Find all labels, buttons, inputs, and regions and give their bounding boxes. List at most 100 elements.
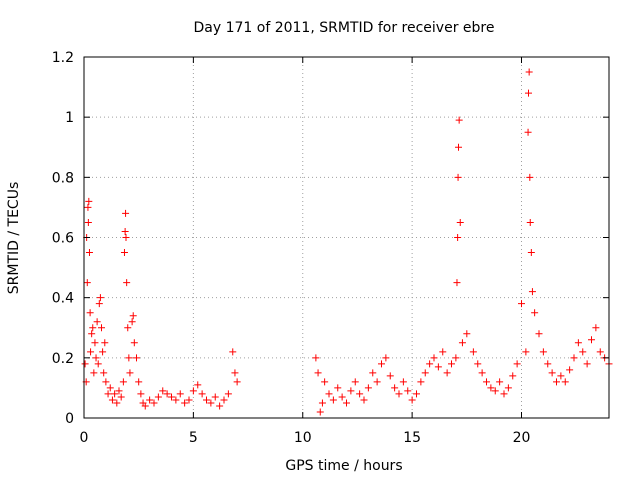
data-point (544, 360, 552, 368)
data-point (88, 330, 96, 338)
data-point (231, 369, 239, 377)
data-point (531, 309, 539, 317)
data-point (122, 234, 130, 241)
data-point (535, 330, 543, 338)
data-point (137, 390, 145, 398)
data-point (83, 279, 91, 287)
data-point (92, 354, 100, 362)
data-point (351, 378, 359, 386)
chart-title: Day 171 of 2011, SRMTID for receiver ebr… (194, 20, 495, 36)
data-point (220, 396, 228, 404)
data-point (159, 387, 167, 395)
data-point (85, 197, 93, 205)
data-point (95, 300, 103, 308)
data-point (128, 318, 136, 326)
data-point (518, 300, 525, 308)
data-point (146, 396, 154, 404)
data-point (592, 324, 600, 332)
data-point (216, 402, 224, 410)
data-point (135, 378, 143, 386)
x-axis-label: GPS time / hours (285, 458, 402, 474)
data-point (474, 360, 482, 368)
y-axis-label: SRMTID / TECUs (6, 182, 22, 295)
data-point (443, 369, 451, 377)
data-point (86, 309, 94, 317)
data-point (417, 378, 425, 386)
data-point (574, 339, 582, 347)
data-point (579, 348, 587, 356)
data-point (89, 324, 97, 332)
data-point (129, 312, 137, 320)
data-point (373, 378, 381, 386)
data-points (81, 68, 613, 416)
data-point (122, 209, 130, 217)
data-point (181, 399, 189, 407)
data-point (176, 390, 184, 398)
data-point (150, 399, 158, 407)
data-point (557, 372, 565, 380)
data-point (570, 354, 578, 362)
data-point (561, 378, 569, 386)
data-point (426, 360, 434, 368)
data-point (211, 393, 219, 401)
data-point (347, 387, 355, 395)
data-point (325, 390, 333, 398)
data-point (99, 348, 107, 356)
data-point (500, 390, 508, 398)
data-point (108, 396, 116, 404)
y-tick-label: 0 (65, 411, 74, 427)
data-point (87, 348, 95, 356)
data-point (548, 369, 556, 377)
data-point (334, 384, 342, 392)
plot-frame (83, 56, 610, 419)
data-point (133, 354, 140, 362)
y-tick-label: 0.2 (52, 351, 74, 367)
data-point (102, 378, 110, 386)
y-tick-label: 0.6 (52, 231, 74, 247)
x-tick-label: 20 (513, 430, 531, 446)
data-point (338, 393, 346, 401)
data-point (123, 279, 131, 287)
data-point (413, 390, 420, 398)
data-point (329, 396, 337, 404)
data-point (113, 399, 121, 407)
y-tick-label: 0.4 (52, 291, 74, 307)
data-point (448, 360, 455, 368)
data-point (539, 348, 547, 356)
data-point (478, 369, 486, 377)
data-point (596, 348, 604, 356)
data-point (504, 384, 512, 392)
data-point (111, 390, 119, 398)
data-point (496, 378, 504, 386)
gridlines (84, 57, 609, 418)
data-point (526, 218, 534, 226)
data-point (455, 143, 462, 151)
x-tick-label: 0 (80, 430, 89, 446)
data-point (528, 288, 536, 296)
y-tick-label: 0.8 (52, 170, 74, 186)
data-point (491, 387, 499, 395)
data-point (588, 336, 595, 344)
data-point (85, 249, 93, 257)
data-point (454, 234, 462, 241)
data-point (207, 399, 215, 407)
data-point (439, 348, 447, 356)
data-point (454, 173, 462, 181)
data-point (106, 384, 114, 392)
data-point (382, 354, 390, 362)
data-point (194, 381, 202, 389)
data-point (126, 369, 134, 377)
data-point (168, 393, 175, 401)
x-tick-label: 10 (294, 430, 312, 446)
data-point (463, 330, 471, 338)
data-point (391, 384, 399, 392)
data-point (203, 396, 210, 404)
data-point (96, 294, 104, 302)
data-point (125, 354, 133, 362)
data-point (527, 249, 535, 257)
data-point (553, 378, 560, 386)
data-point (364, 384, 372, 392)
data-point (154, 393, 162, 401)
data-point (91, 339, 99, 347)
data-point (172, 396, 180, 404)
